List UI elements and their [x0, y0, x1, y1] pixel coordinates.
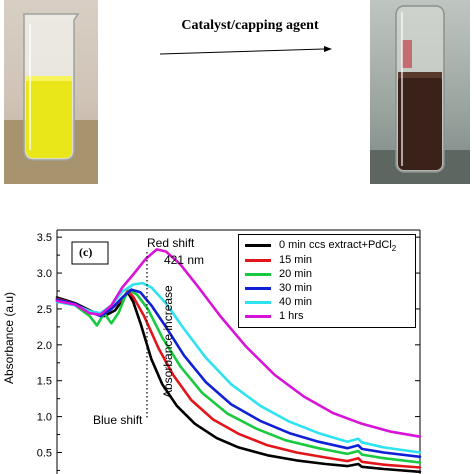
absorbance-chart: 0.5 1.0 1.5 2.0 2.5 3.0 3.5 (c) Red shift 421 … — [2, 229, 422, 474]
series-line-0 — [55, 291, 422, 474]
legend-label: 15 min — [279, 254, 313, 266]
legend-swatch — [245, 301, 271, 304]
red-shift-annotation: Red shift — [147, 236, 195, 250]
legend-item: 30 min — [245, 282, 415, 295]
y-tick-label: 0.5 — [37, 447, 52, 459]
y-tick-label: 2.0 — [37, 340, 52, 352]
legend: 0 min ccs extract+PdCl2 15 min 20 min 30… — [238, 234, 416, 328]
series-line-2 — [55, 289, 422, 464]
y-tick-label: 3.5 — [37, 232, 52, 244]
peak-wavelength-annotation: 421 nm — [164, 253, 204, 267]
blue-shift-annotation: Blue shift — [93, 413, 143, 427]
legend-item: 40 min — [245, 296, 415, 309]
legend-item: 15 min — [245, 254, 415, 267]
y-axis: 0.5 1.0 1.5 2.0 2.5 3.0 3.5 — [37, 230, 420, 474]
y-tick-label: 1.5 — [37, 376, 52, 388]
absorbance-increase-annotation: Absorbance increase — [161, 285, 175, 398]
panel-label-box — [71, 241, 109, 265]
legend-swatch — [245, 244, 271, 247]
legend-swatch — [245, 273, 271, 276]
panel-label: (c) — [79, 245, 92, 259]
yellow-extract-beaker-photo — [4, 0, 98, 184]
legend-label: 0 min ccs extract+PdCl2 — [279, 239, 397, 254]
series-layer — [55, 248, 422, 474]
legend-label: 30 min — [279, 282, 313, 294]
legend-label: 1 hrs — [279, 310, 304, 322]
series-line-3 — [55, 288, 422, 459]
y-tick-label: 3.0 — [37, 268, 52, 280]
plot-frame — [57, 229, 421, 474]
y-tick-label: 1.0 — [37, 412, 52, 424]
legend-swatch — [245, 259, 271, 262]
y-tick-label: 2.5 — [37, 304, 52, 316]
legend-swatch — [245, 287, 271, 290]
series-line-5 — [55, 248, 422, 438]
legend-label: 40 min — [279, 296, 313, 308]
y-axis-label: Absorbance (a.u) — [2, 292, 16, 384]
legend-label: 20 min — [279, 268, 313, 280]
reaction-arrow-icon — [159, 46, 332, 55]
brown-nanoparticle-vial-photo — [370, 0, 470, 184]
legend-item: 0 min ccs extract+PdCl2 — [245, 239, 415, 254]
legend-item: 1 hrs — [245, 310, 415, 323]
legend-swatch — [245, 315, 271, 318]
legend-item: 20 min — [245, 268, 415, 281]
reaction-label: Catalyst/capping agent — [181, 18, 319, 33]
